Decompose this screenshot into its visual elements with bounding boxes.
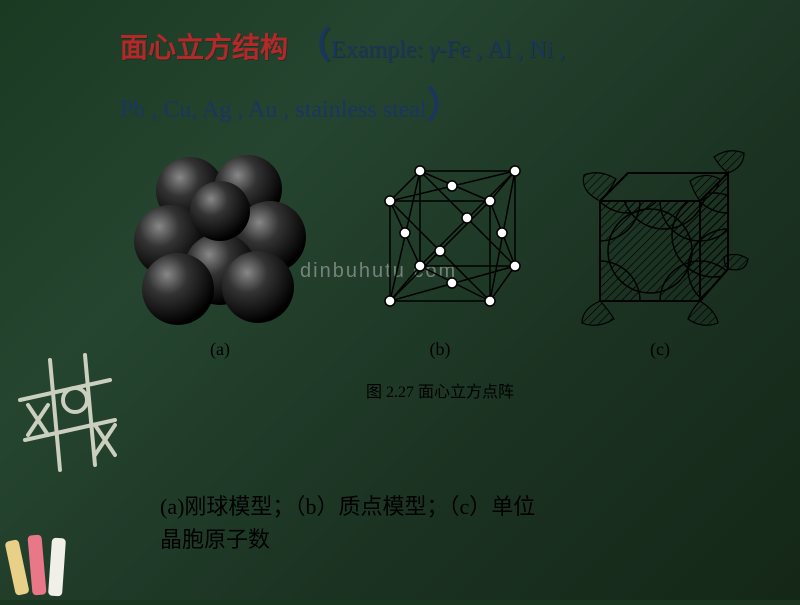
examples-rest1: -Fe , Al , Ni , (438, 37, 565, 63)
figure-c: (c) (550, 141, 770, 360)
paren-close: ） (427, 85, 463, 125)
figure-c-label: (c) (650, 339, 670, 360)
figure-area: (a) (110, 140, 770, 402)
cap-a-cn: 刚球模型； (184, 494, 294, 519)
figure-a-label: (a) (210, 339, 230, 360)
figure-b-label: (b) (430, 339, 451, 360)
title-main-cn: 面心立方结构 (120, 33, 288, 64)
slide-title: 面心立方结构 （Example: γ-Fe , Al , Ni , (120, 18, 780, 72)
example-prefix: Example: (331, 37, 429, 63)
figures-row: (a) (110, 140, 770, 360)
paren-open: （ (295, 25, 331, 65)
cap-c-cn: 单位 (491, 494, 535, 519)
slide-title-line2: Pb , Cu, Ag , Au , stainless steal） (120, 76, 780, 128)
cap-a-lat: (a) (160, 494, 184, 519)
cap-line2: 晶胞原子数 (160, 527, 270, 552)
cap-b-cn: 质点模型； (338, 494, 448, 519)
figure-caption: 图 2.27 面心立方点阵 (110, 378, 770, 402)
cap-b-lat: （b） (294, 494, 338, 519)
bottom-caption: (a)刚球模型；（b）质点模型；（c）单位 晶胞原子数 (160, 490, 720, 556)
slide-content: 面心立方结构 （Example: γ-Fe , Al , Ni , Pb , C… (120, 18, 780, 128)
examples-line2: Pb , Cu, Ag , Au , stainless steal (120, 97, 427, 123)
cap-c-lat: （c） (448, 494, 491, 519)
figure-a: (a) (110, 141, 330, 360)
figure-b: (b) (330, 141, 550, 360)
